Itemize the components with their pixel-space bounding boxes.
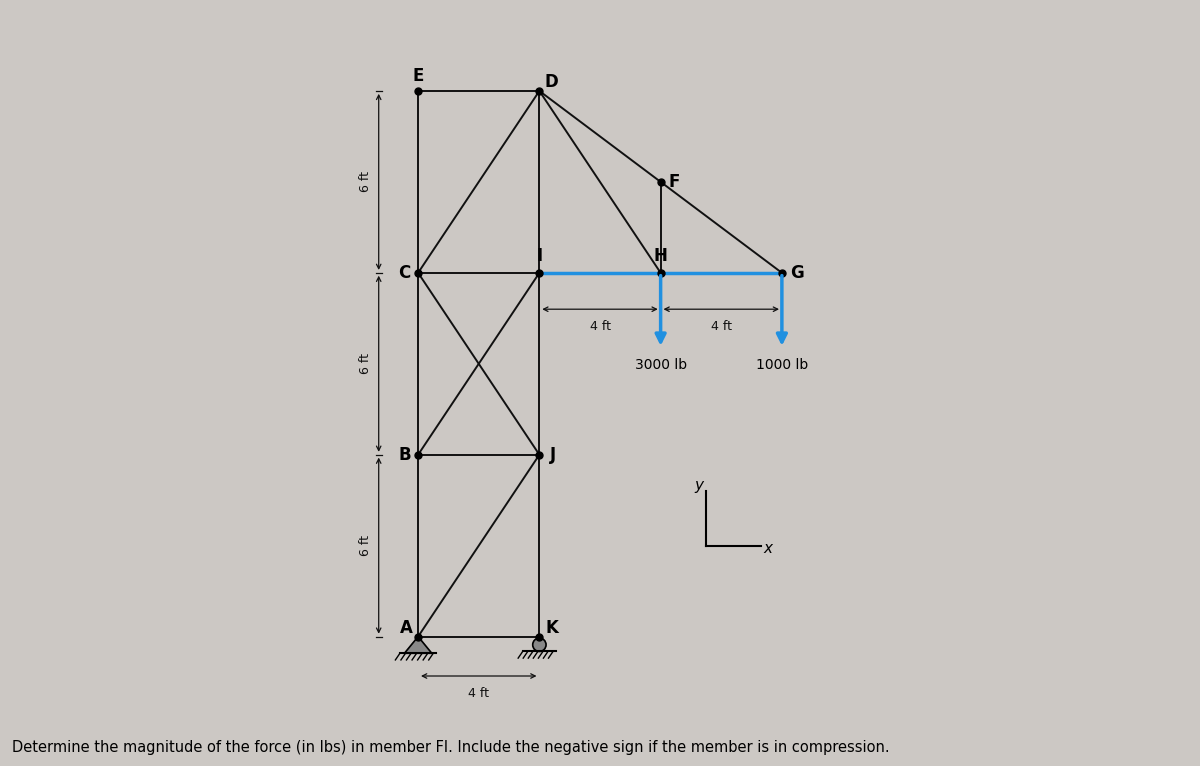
Text: 6 ft: 6 ft <box>359 353 372 375</box>
Text: 4 ft: 4 ft <box>710 320 732 332</box>
Text: B: B <box>398 446 410 463</box>
Text: C: C <box>398 264 410 282</box>
Text: F: F <box>668 173 680 191</box>
Text: x: x <box>763 542 773 556</box>
Text: I: I <box>536 247 542 265</box>
Text: Determine the magnitude of the force (in lbs) in member FI. Include the negative: Determine the magnitude of the force (in… <box>12 739 889 755</box>
Text: 1000 lb: 1000 lb <box>756 358 808 372</box>
Text: 4 ft: 4 ft <box>468 686 490 699</box>
Text: G: G <box>790 264 804 282</box>
Text: 6 ft: 6 ft <box>359 172 372 192</box>
Circle shape <box>533 638 546 651</box>
Text: 3000 lb: 3000 lb <box>635 358 686 372</box>
Polygon shape <box>404 637 432 653</box>
Text: A: A <box>400 618 413 637</box>
Text: E: E <box>413 67 424 85</box>
Text: 4 ft: 4 ft <box>589 320 611 332</box>
Text: y: y <box>694 477 703 493</box>
Text: K: K <box>545 618 558 637</box>
Text: J: J <box>550 446 556 463</box>
Text: D: D <box>545 73 558 91</box>
Text: H: H <box>654 247 667 265</box>
Text: 6 ft: 6 ft <box>359 535 372 556</box>
